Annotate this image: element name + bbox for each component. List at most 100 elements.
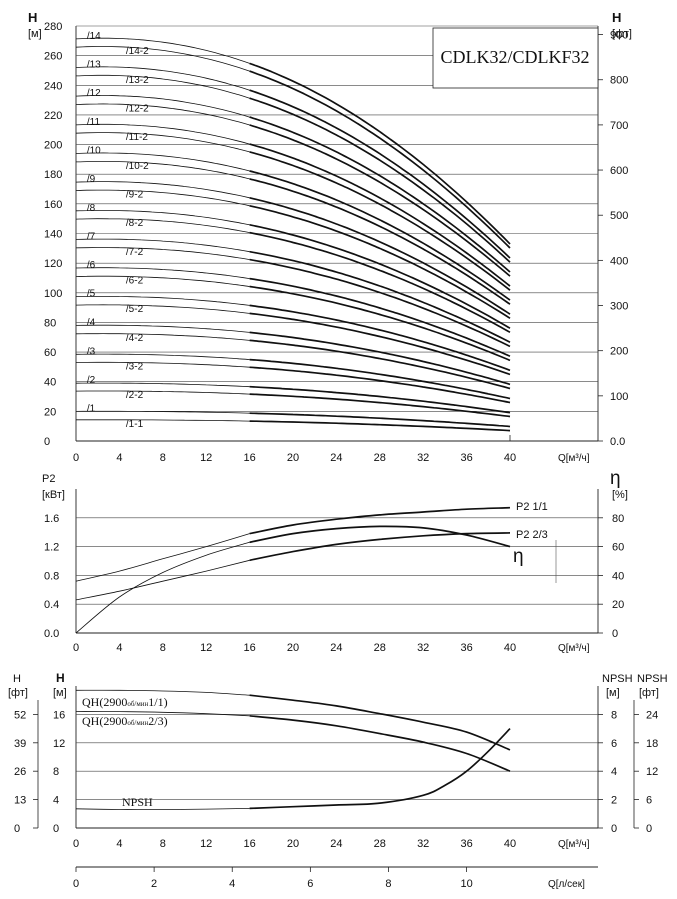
npsh-curve-thin	[75, 808, 250, 811]
head-curve-bold	[249, 258, 511, 348]
head-flow-curves	[75, 37, 511, 432]
head-right-tick-label: 800	[610, 75, 628, 87]
head-right-axis-title: H	[612, 10, 621, 25]
flow-lps-tick-label: 6	[307, 878, 313, 890]
npsh-left-outer-tick-label: 26	[14, 766, 26, 778]
head-curve-bold	[249, 250, 511, 343]
series-label-qh-full: QH(2900об/мин1/1)	[82, 695, 168, 709]
head-curve-thin	[75, 390, 250, 395]
head-curve-bold	[249, 277, 511, 357]
head-x-tick-label: 36	[460, 452, 472, 464]
npsh-right-tick-label: 6	[611, 738, 617, 750]
npsh-right-tick-label: 0	[611, 823, 617, 835]
head-curve-label: /13-2	[126, 75, 149, 86]
power-x-tick-label: 16	[243, 642, 255, 654]
power-x-tick-label: 28	[374, 642, 386, 654]
head-curve-bold	[249, 385, 511, 414]
power-x-tick-label: 4	[116, 642, 122, 654]
power-left-tick-label: 1.2	[44, 542, 59, 554]
power-efficiency-chart: 0.0 0.4 0.8 1.2 1.6 0 20 40 60 80 0 4 8 12 16 20 24 28 32 3…	[42, 468, 628, 654]
power-grid	[75, 489, 599, 634]
head-curve-thin	[75, 209, 250, 226]
head-left-tick-label: 120	[44, 258, 62, 270]
npsh-right-outer-tick-label: 6	[646, 795, 652, 807]
head-right-tick-label: 300	[610, 301, 628, 313]
head-curve-label: /6-2	[126, 275, 144, 286]
head-x-tick-label: 4	[116, 452, 122, 464]
head-curve-label: /1	[87, 403, 96, 414]
head-curve-bold	[249, 285, 511, 362]
head-right-tick-label: 500	[610, 210, 628, 222]
flow-lps-axis-label: Q[л/сек]	[548, 879, 585, 890]
npsh-x-tick-label: 0	[73, 838, 79, 850]
head-curve-thin	[75, 247, 250, 260]
head-curve-label: /6	[87, 260, 96, 271]
npsh-left-outer-axis-title: H	[13, 673, 21, 685]
npsh-x-tick-label: 16	[243, 838, 255, 850]
head-curve-thin	[75, 238, 250, 253]
head-curve-bold	[249, 170, 511, 301]
npsh-right-tick-label: 8	[611, 709, 617, 721]
npsh-grid	[37, 686, 635, 829]
head-curve-bold	[249, 97, 511, 263]
head-curve-label: /9	[87, 174, 96, 185]
head-left-tick-label: 140	[44, 229, 62, 241]
power-x-axis-label: Q[м³/ч]	[558, 643, 590, 654]
power-x-tick-label: 8	[160, 642, 166, 654]
series-label-qh-two-thirds: QH(2900об/мин2/3)	[82, 714, 168, 728]
head-curve-label: /2-2	[126, 390, 144, 401]
head-right-tick-label: 400	[610, 255, 628, 267]
power-x-tick-label: 36	[460, 642, 472, 654]
power-curve-bold	[249, 532, 511, 562]
efficiency-right-axis-unit: [%]	[612, 489, 628, 501]
head-curve-thin	[75, 152, 250, 172]
power-x-tick-label: 12	[200, 642, 212, 654]
head-curve-bold	[249, 89, 511, 259]
npsh-left-outer-tick-label: 52	[14, 709, 26, 721]
model-title: CDLK32/CDLKF32	[440, 47, 589, 67]
head-curve-label: /10	[87, 145, 101, 156]
power-left-tick-label: 1.6	[44, 513, 59, 525]
head-curve-label: /7-2	[126, 247, 144, 258]
npsh-curve-bold	[249, 694, 511, 751]
head-curve-thin	[75, 46, 250, 72]
head-left-tick-label: 0	[44, 436, 50, 448]
power-x-tick-label: 24	[330, 642, 342, 654]
head-curve-label: /9-2	[126, 190, 144, 201]
efficiency-right-tick-label: 20	[612, 599, 624, 611]
npsh-curves	[75, 689, 511, 811]
power-ticks: 0.0 0.4 0.8 1.2 1.6 0 20 40 60 80 0 4 8 12 16 20 24 28 32 3…	[44, 513, 624, 654]
head-curve-thin	[75, 353, 250, 360]
power-left-axis-title: P2	[42, 473, 55, 485]
npsh-curve-thin	[75, 689, 250, 696]
power-curve-thin	[75, 559, 250, 601]
flow-lps-tick-label: 8	[385, 878, 391, 890]
head-curve-thin	[75, 275, 250, 287]
head-curve-thin	[75, 181, 250, 199]
head-left-tick-label: 240	[44, 80, 62, 92]
power-left-tick-label: 0.0	[44, 628, 59, 640]
head-curve-label: /4-2	[126, 333, 144, 344]
npsh-left-tick-label: 12	[53, 738, 65, 750]
head-right-tick-label: 200	[610, 346, 628, 358]
head-curve-thin	[75, 66, 250, 91]
npsh-left-tick-label: 8	[53, 766, 59, 778]
head-right-tick-label: 100	[610, 391, 628, 403]
npsh-left-tick-label: 4	[53, 795, 59, 807]
head-curve-bold	[249, 151, 511, 291]
npsh-left-outer-tick-label: 13	[14, 795, 26, 807]
power-x-tick-label: 32	[417, 642, 429, 654]
head-left-axis-title: H	[28, 10, 37, 25]
npsh-x-axis-label: Q[м³/ч]	[558, 839, 590, 850]
head-curve-bold	[249, 223, 511, 329]
head-curve-label: /3	[87, 346, 96, 357]
head-x-tick-label: 28	[374, 452, 386, 464]
head-flow-chart: /1-1/1/2-2/2/3-2/3/4-2/4/5-2/5/6-2/6/7-2…	[28, 10, 632, 464]
head-left-tick-label: 60	[44, 347, 56, 359]
head-x-tick-label: 24	[330, 452, 342, 464]
npsh-right-outer-axis-title: NPSH	[637, 673, 668, 685]
series-label-efficiency: η	[513, 546, 524, 567]
power-curve-thin	[75, 533, 250, 582]
